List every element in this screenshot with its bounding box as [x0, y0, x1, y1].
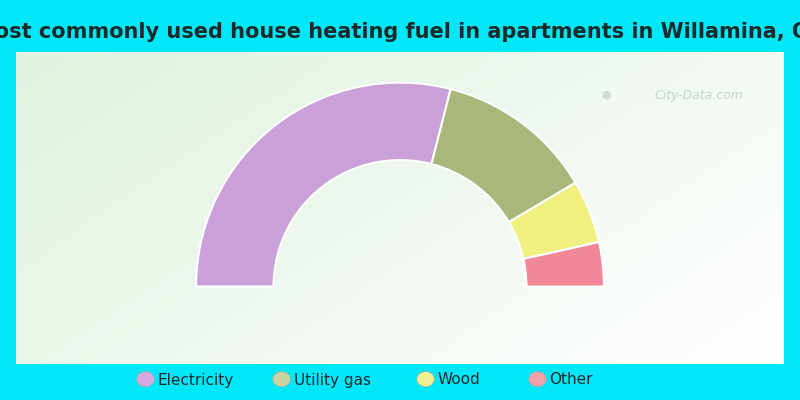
Wedge shape	[431, 89, 575, 222]
Wedge shape	[196, 82, 450, 286]
Ellipse shape	[529, 372, 546, 387]
Ellipse shape	[273, 372, 290, 387]
Text: Electricity: Electricity	[158, 372, 234, 388]
Text: ●: ●	[601, 90, 611, 100]
Text: Wood: Wood	[438, 372, 480, 388]
Ellipse shape	[417, 372, 434, 387]
Wedge shape	[509, 183, 599, 259]
Ellipse shape	[137, 372, 154, 387]
Text: Other: Other	[550, 372, 593, 388]
Text: City-Data.com: City-Data.com	[654, 90, 743, 102]
Wedge shape	[523, 242, 604, 286]
Text: Most commonly used house heating fuel in apartments in Willamina, OR: Most commonly used house heating fuel in…	[0, 22, 800, 42]
Text: Utility gas: Utility gas	[294, 372, 370, 388]
